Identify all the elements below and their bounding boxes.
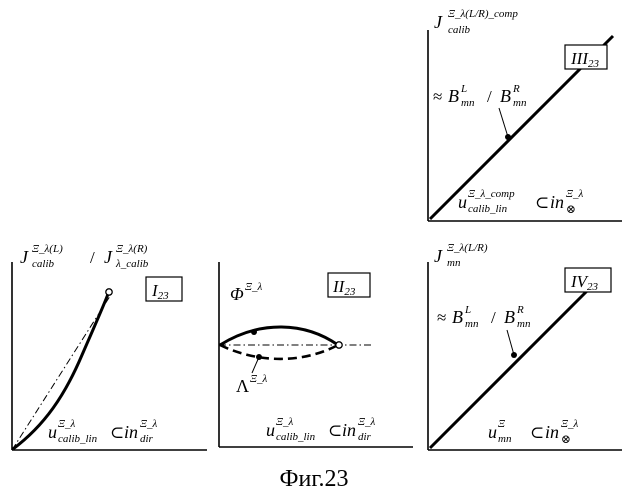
panel-IV23-ylabel-base: J <box>434 246 443 266</box>
panel-I23-xlabel-rhs: in <box>124 422 138 442</box>
panel-I23-tag-sub: 23 <box>158 290 170 302</box>
panel-I23-ylabel-J1: J <box>20 247 29 267</box>
panel-IV23-B1-sub: mn <box>465 318 479 330</box>
panel-III23-xlabel-sub: calib_lin <box>468 203 508 215</box>
panel-IV23-xlabel-rhs: in <box>545 422 559 442</box>
panel-IV23-xlabel-rel: ⊂ <box>530 423 544 442</box>
panel-II23-xlabel-rhs-sub: dir <box>358 431 372 443</box>
panel-I23-xlabel-base: u <box>48 422 57 442</box>
panel-III23-B1-sub: mn <box>461 97 475 109</box>
panel-I23-xlabel-rel: ⊂ <box>110 423 124 442</box>
figure-caption: Фиг.23 <box>280 466 349 492</box>
panel-II23-xlabel-rhs: in <box>342 420 356 440</box>
panel-II23-lambda-sup: Ξ_λ <box>250 373 268 385</box>
panel-II23-tag-sub: 23 <box>344 286 356 298</box>
panel-II23-phi-sup: Ξ_λ <box>245 281 263 293</box>
panel-I23-ylabel-sep: / <box>90 248 95 267</box>
panel-IV23-B2-sub: mn <box>517 318 531 330</box>
panel-IV23-xlabel-rhs-sup: Ξ_λ <box>561 418 579 430</box>
panel-IV23-leader <box>507 330 514 355</box>
panel-III23-xlabel-rhs: in <box>550 192 564 212</box>
panel-III23-ylabel-sup: Ξ_λ(L/R)_comp <box>448 8 518 20</box>
panel-II23-xlabel-sup: Ξ_λ <box>276 416 294 428</box>
panel-III23-B2: B <box>500 86 511 106</box>
panel-III23-B2-sub: mn <box>513 97 527 109</box>
panel-III23-leader <box>499 108 508 137</box>
panel-III23-xlabel-rel: ⊂ <box>535 193 549 212</box>
panel-III23-approx: ≈ <box>433 87 442 106</box>
panel-II23-phi: Φ <box>230 284 244 304</box>
panel-III23-xlabel-rhs-sup: Ξ_λ <box>566 188 584 200</box>
panel-IV23-B1: B <box>452 307 463 327</box>
panel-II23-xlabel-base: u <box>266 420 275 440</box>
panel-IV23-B2-sup: R <box>516 304 524 316</box>
panel-II23-endpoint <box>336 342 342 348</box>
panel-III23-xlabel-base: u <box>458 192 467 212</box>
panel-II23-xlabel-rel: ⊂ <box>328 421 342 440</box>
panel-I23-ylabel-J2: J <box>104 247 113 267</box>
panel-III23-ylabel-sub: calib <box>448 24 470 36</box>
panel-IV23-xlabel-rhs-sub: ⊗ <box>561 432 571 446</box>
panel-III23: III23 J Ξ_λ(L/R)_comp calib ≈ B L mn / B… <box>428 8 622 221</box>
panel-II23-xlabel-sub: calib_lin <box>276 431 316 443</box>
panel-III23-tag: III <box>570 49 589 68</box>
panel-IV23-approx: ≈ <box>437 308 446 327</box>
panel-III23-sep: / <box>487 87 492 106</box>
panel-II23-xlabel-rhs-sup: Ξ_λ <box>358 416 376 428</box>
panel-I23-ylabel-J2-sub: λ_calib <box>115 258 149 270</box>
panel-IV23-xlabel-sup: Ξ <box>498 418 505 430</box>
panel-IV23-xlabel-base: u <box>488 422 497 442</box>
panel-IV23-ylabel-sup: Ξ_λ(L/R) <box>447 242 488 254</box>
panel-I23-endpoint <box>106 289 112 295</box>
panel-I23-xlabel-sub: calib_lin <box>58 433 98 445</box>
panel-III23-B1: B <box>448 86 459 106</box>
panel-IV23-xlabel-sub: mn <box>498 433 512 445</box>
panel-II23-lower-leader <box>252 357 259 373</box>
panel-I23-xlabel-sup: Ξ_λ <box>58 418 76 430</box>
panel-I23-ylabel-J1-sup: Ξ_λ(L) <box>32 243 63 255</box>
panel-IV23-tag-sub: 23 <box>587 281 599 293</box>
panel-I23-ylabel-J2-sup: Ξ_λ(R) <box>116 243 148 255</box>
panel-IV23-ylabel-sub: mn <box>447 257 461 269</box>
panel-II23-lower-curve <box>220 345 338 359</box>
panel-II23-lambda: Λ <box>236 376 249 396</box>
panel-III23-ylabel-base: J <box>434 12 443 32</box>
panel-II23-upper-point <box>251 329 257 335</box>
panel-III23-B2-sup: R <box>512 83 520 95</box>
panel-I23-xlabel-rhs-sub: dir <box>140 433 154 445</box>
panel-IV23-sep: / <box>491 308 496 327</box>
panel-II23-upper-curve <box>220 327 338 345</box>
panel-II23: II23 Φ Ξ_λ Λ Ξ_λ u Ξ_λ calib_lin ⊂ in Ξ_… <box>219 262 413 447</box>
panel-IV23-B1-sup: L <box>464 304 471 316</box>
panel-I23: I23 J Ξ_λ(L) calib / J Ξ_λ(R) λ_calib u … <box>12 243 207 450</box>
svg-text:J: J <box>434 12 443 32</box>
panel-IV23: IV23 J Ξ_λ(L/R) mn ≈ B L mn / B R mn u Ξ… <box>428 242 622 450</box>
panel-I23-ylabel-J1-sub: calib <box>32 258 54 270</box>
panel-III23-xlabel-rhs-sub: ⊗ <box>566 202 576 216</box>
panel-I23-xlabel-rhs-sup: Ξ_λ <box>140 418 158 430</box>
panel-III23-B1-sup: L <box>460 83 467 95</box>
panel-IV23-B2: B <box>504 307 515 327</box>
panel-III23-xlabel-sup: Ξ_λ_comp <box>468 188 515 200</box>
panel-III23-tag-sub: 23 <box>588 58 600 70</box>
